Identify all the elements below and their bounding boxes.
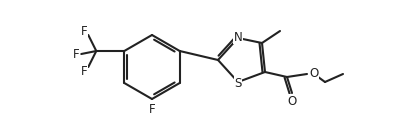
Text: O: O	[287, 95, 297, 107]
Text: F: F	[81, 64, 88, 78]
Text: F: F	[73, 48, 80, 60]
Text: S: S	[234, 76, 242, 90]
Text: F: F	[81, 24, 88, 38]
Text: N: N	[234, 30, 242, 44]
Text: F: F	[149, 102, 155, 116]
Text: O: O	[309, 66, 318, 80]
